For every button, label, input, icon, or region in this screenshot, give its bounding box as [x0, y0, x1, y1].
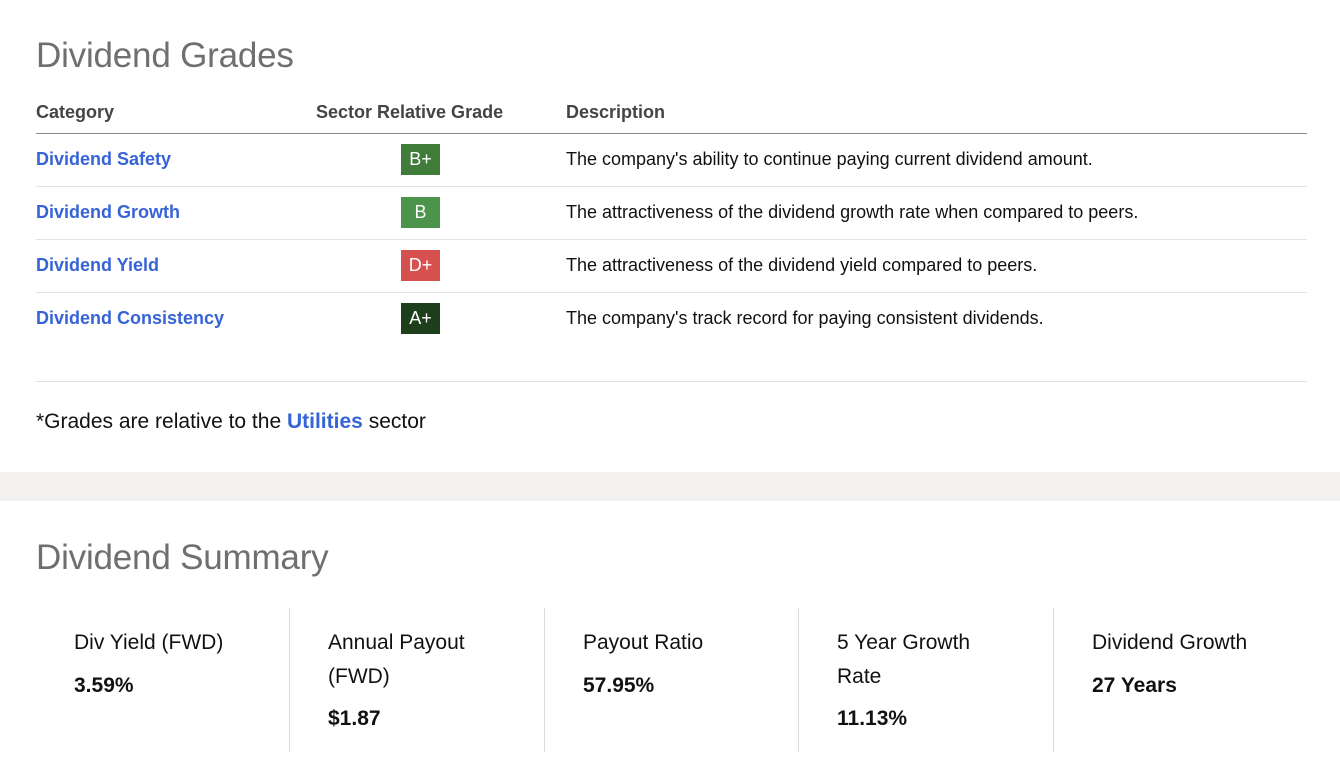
sector-link-utilities[interactable]: Utilities: [286, 410, 363, 433]
dividend-grades-title: Dividend Grades: [36, 36, 294, 75]
table-row: Dividend Consistency A+ The company's tr…: [36, 293, 1307, 345]
grade-badge: A+: [401, 303, 440, 334]
card-value: 3.59%: [74, 674, 134, 697]
card-value: 11.13%: [837, 707, 908, 730]
card-value: 57.95%: [583, 674, 655, 697]
summary-card-payout-ratio: Payout Ratio 57.95%: [544, 608, 798, 752]
summary-card-dividend-growth: Dividend Growth 27 Years: [1053, 608, 1308, 752]
grade-badge: B: [401, 197, 440, 228]
grade-description: The attractiveness of the dividend yield…: [566, 255, 1038, 275]
grades-table: Category Sector Relative Grade Descripti…: [36, 96, 1307, 345]
sector-note-prefix: *Grades are relative to the: [36, 410, 282, 433]
sector-note: *Grades are relative to the Utilities se…: [36, 410, 426, 434]
grade-badge: B+: [401, 144, 440, 175]
section-divider: [36, 381, 1307, 382]
card-value: $1.87: [328, 707, 381, 730]
dividend-summary-section: Dividend Summary Div Yield (FWD) 3.59% A…: [0, 501, 1340, 780]
summary-card-div-yield: Div Yield (FWD) 3.59%: [36, 608, 289, 752]
table-row: Dividend Safety B+ The company's ability…: [36, 134, 1307, 187]
grades-table-header: Category Sector Relative Grade Descripti…: [36, 96, 1307, 134]
summary-cards: Div Yield (FWD) 3.59% Annual Payout (FWD…: [36, 608, 1307, 752]
category-link-dividend-consistency[interactable]: Dividend Consistency: [36, 308, 225, 328]
card-label: Div Yield (FWD): [74, 631, 224, 654]
dividend-grades-section: Dividend Grades Category Sector Relative…: [36, 36, 1307, 434]
summary-card-annual-payout: Annual Payout (FWD) $1.87: [289, 608, 544, 752]
summary-card-5-year-growth: 5 Year Growth Rate 11.13%: [798, 608, 1053, 752]
grade-description: The company's track record for paying co…: [566, 308, 1044, 328]
category-link-dividend-growth[interactable]: Dividend Growth: [36, 202, 180, 222]
grade-description: The attractiveness of the dividend growt…: [566, 202, 1139, 222]
grade-badge: D+: [401, 250, 440, 281]
column-header-description: Description: [566, 102, 666, 122]
section-separator-band: [0, 472, 1340, 501]
card-label: Dividend Growth: [1092, 631, 1248, 654]
column-header-grade: Sector Relative Grade: [316, 102, 504, 122]
sector-note-suffix: sector: [368, 410, 426, 433]
card-label: Annual Payout (FWD): [328, 631, 465, 688]
table-row: Dividend Yield D+ The attractiveness of …: [36, 240, 1307, 293]
category-link-dividend-yield[interactable]: Dividend Yield: [36, 255, 160, 275]
dividend-summary-title: Dividend Summary: [36, 538, 329, 577]
grade-description: The company's ability to continue paying…: [566, 149, 1093, 169]
table-row: Dividend Growth B The attractiveness of …: [36, 187, 1307, 240]
card-label: 5 Year Growth Rate: [837, 631, 971, 688]
card-label: Payout Ratio: [583, 631, 704, 654]
card-value: 27 Years: [1092, 674, 1177, 697]
column-header-category: Category: [36, 102, 115, 122]
category-link-dividend-safety[interactable]: Dividend Safety: [36, 149, 172, 169]
